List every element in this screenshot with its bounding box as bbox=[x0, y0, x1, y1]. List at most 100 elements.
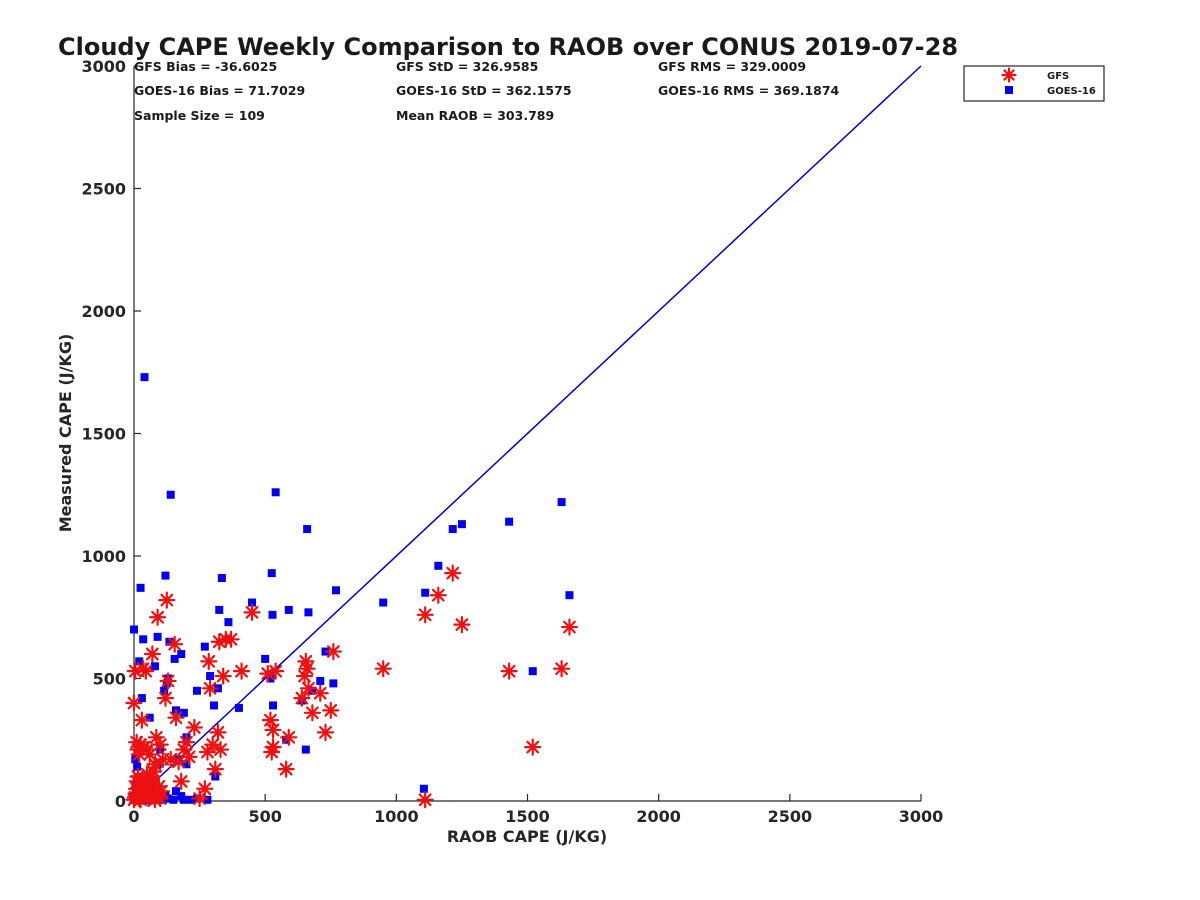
goes16-point bbox=[234, 703, 243, 712]
gfs-point bbox=[209, 723, 227, 742]
y-tick-label: 1500 bbox=[81, 425, 126, 444]
goes16-point bbox=[303, 525, 312, 534]
chart-title: Cloudy CAPE Weekly Comparison to RAOB ov… bbox=[58, 33, 958, 61]
goes16-point bbox=[267, 569, 276, 578]
gfs-point bbox=[151, 736, 169, 754]
goes16-point bbox=[419, 784, 428, 793]
goes16-point bbox=[139, 635, 148, 644]
gfs-point bbox=[267, 662, 285, 680]
goes16-point bbox=[261, 654, 270, 663]
goes16-point bbox=[316, 676, 325, 685]
gfs-point bbox=[125, 694, 143, 712]
gfs-point bbox=[280, 728, 298, 746]
gfs-point bbox=[137, 662, 155, 680]
goes16-point bbox=[150, 662, 159, 671]
gfs-point bbox=[172, 772, 190, 791]
goes16-point bbox=[160, 686, 169, 695]
goes16-point bbox=[177, 650, 186, 658]
legend-gfs-marker bbox=[1001, 67, 1017, 83]
legend-goes16-marker bbox=[1005, 86, 1013, 94]
x-tick-label: 0 bbox=[128, 807, 139, 826]
stat-sample-size: Sample Size = 109 bbox=[134, 108, 265, 123]
goes16-point bbox=[136, 583, 145, 592]
gfs-point bbox=[316, 723, 335, 742]
legend-goes16-label: GOES-16 bbox=[1047, 86, 1096, 97]
gfs-point bbox=[374, 660, 392, 678]
gfs-point bbox=[196, 780, 214, 798]
y-tick-label: 500 bbox=[93, 670, 126, 689]
goes16-point bbox=[210, 701, 219, 710]
goes16-point bbox=[203, 795, 212, 804]
x-ticks: 0 500 1000 1500 2000 2500 3000 bbox=[128, 794, 943, 826]
goes16-point bbox=[161, 571, 170, 580]
gfs-point bbox=[303, 704, 321, 722]
gfs-point bbox=[158, 591, 176, 609]
x-tick-label: 1500 bbox=[505, 807, 550, 826]
y-tick-label: 0 bbox=[115, 792, 126, 811]
goes16-point bbox=[145, 713, 154, 722]
goes16-point bbox=[448, 525, 457, 534]
goes16-point bbox=[170, 654, 179, 663]
gfs-point bbox=[416, 791, 434, 809]
gfs-point bbox=[524, 738, 542, 756]
gfs-point bbox=[201, 679, 219, 697]
stat-mean-raob: Mean RAOB = 303.789 bbox=[396, 108, 554, 123]
stat-gfs-std: GFS StD = 326.9585 bbox=[396, 59, 538, 74]
gfs-point bbox=[214, 667, 232, 685]
y-axis-label: Measured CAPE (J/KG) bbox=[56, 334, 75, 533]
gfs-point bbox=[149, 608, 167, 626]
gfs-point bbox=[166, 635, 184, 653]
y-ticks: 0 500 1000 1500 2000 2500 3000 bbox=[81, 57, 141, 811]
goes16-point bbox=[215, 605, 224, 614]
y-tick-label: 2500 bbox=[81, 180, 126, 199]
legend-gfs-asterisk bbox=[1001, 67, 1017, 83]
gfs-point bbox=[416, 606, 434, 624]
goes16-point bbox=[557, 498, 566, 507]
x-axis-label: RAOB CAPE (J/KG) bbox=[447, 827, 607, 846]
gfs-point bbox=[261, 711, 280, 729]
goes16-point bbox=[133, 762, 142, 771]
gfs-point bbox=[311, 684, 329, 702]
gfs-point bbox=[277, 760, 295, 778]
gfs-point bbox=[293, 689, 311, 707]
gfs-point bbox=[264, 738, 282, 756]
goes16-point bbox=[166, 490, 175, 499]
goes16-point bbox=[200, 642, 209, 651]
goes16-point bbox=[379, 598, 388, 607]
goes16-point bbox=[248, 598, 257, 607]
gfs-point bbox=[222, 630, 240, 648]
gfs-point bbox=[133, 711, 151, 729]
goes16-point bbox=[421, 588, 430, 597]
gfs-point bbox=[264, 721, 282, 739]
gfs-point bbox=[143, 645, 161, 663]
goes16-point bbox=[266, 674, 275, 683]
goes16-point bbox=[187, 795, 196, 804]
goes16-point bbox=[206, 672, 215, 681]
gfs-point bbox=[177, 733, 196, 751]
goes16-point bbox=[130, 625, 138, 634]
gfs-point bbox=[259, 664, 277, 683]
gfs-point bbox=[299, 679, 318, 697]
goes16-point bbox=[565, 591, 574, 600]
gfs-point bbox=[453, 615, 471, 634]
gfs-point bbox=[324, 642, 342, 661]
gfs-point bbox=[243, 603, 261, 621]
goes16-point bbox=[269, 701, 278, 710]
goes16-point bbox=[331, 586, 340, 595]
gfs-point bbox=[444, 564, 462, 582]
gfs-point bbox=[146, 755, 164, 773]
plot-area bbox=[125, 65, 922, 809]
gfs-point bbox=[298, 660, 316, 678]
gfs-point bbox=[185, 718, 203, 737]
gfs-point bbox=[156, 689, 175, 707]
goes16-point bbox=[329, 679, 338, 688]
stat-goes-rms: GOES-16 RMS = 369.1874 bbox=[658, 83, 840, 98]
y-tick-label: 3000 bbox=[81, 57, 126, 76]
y-tick-label: 1000 bbox=[81, 547, 126, 566]
gfs-point bbox=[159, 672, 177, 690]
gfs-point bbox=[206, 760, 224, 778]
goes16-point bbox=[140, 373, 149, 382]
goes16-point bbox=[179, 795, 188, 804]
goes16-point bbox=[301, 745, 310, 754]
gfs-point bbox=[429, 586, 447, 604]
